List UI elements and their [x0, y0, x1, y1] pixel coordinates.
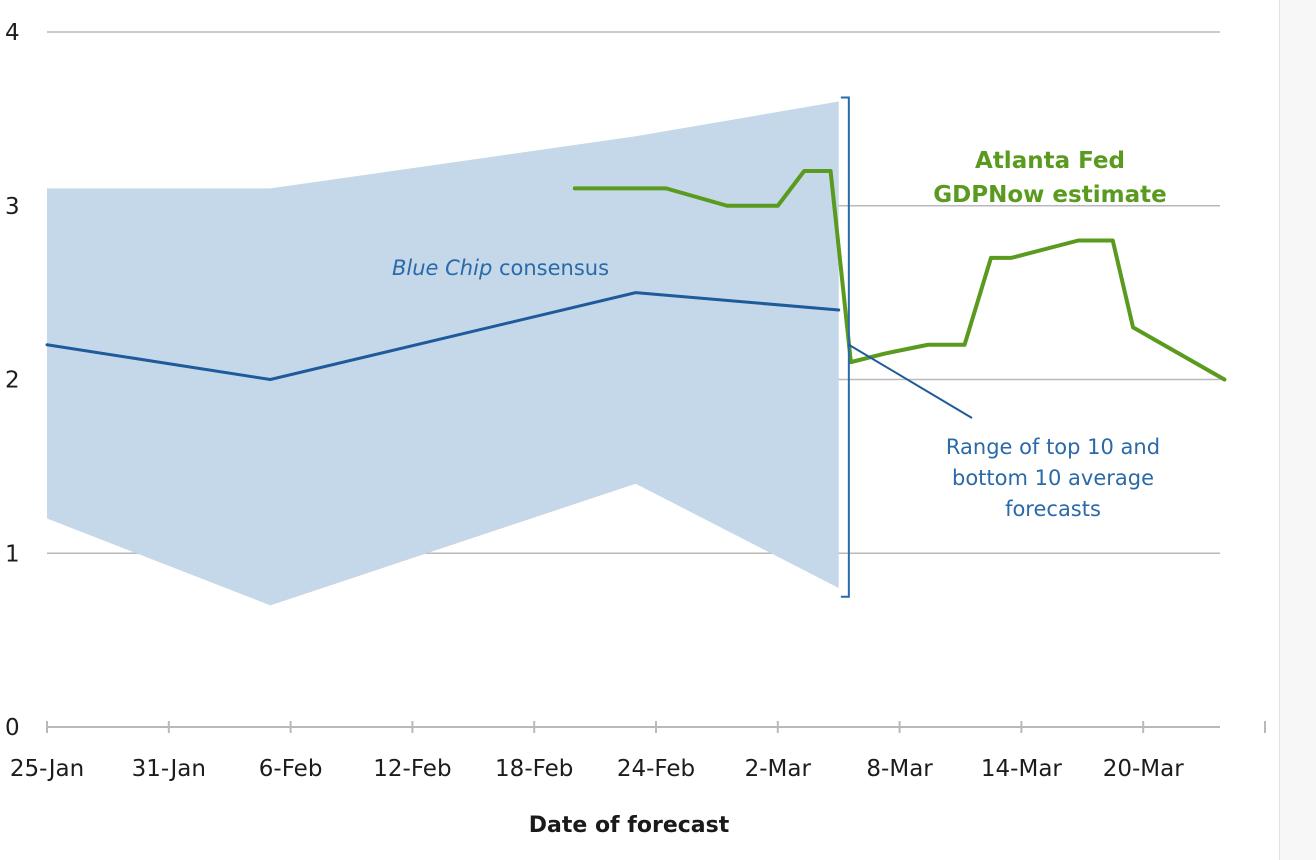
gdpnow-line [572, 169, 1227, 382]
range-label-line2: bottom 10 average [952, 466, 1154, 490]
range-band-area [47, 101, 839, 606]
gdpnow-label-line2: GDPNow estimate [933, 182, 1166, 208]
range-leader-line [848, 343, 973, 419]
x-tick-label-7: 8-Mar [866, 756, 933, 782]
x-tick-label-3: 12-Feb [373, 756, 451, 782]
x-axis-tick-labels: 25-Jan 31-Jan 6-Feb 12-Feb 18-Feb 24-Feb 2-Mar… [10, 756, 1184, 782]
y-tick-label-3: 3 [5, 194, 20, 220]
range-label-line1: Range of top 10 and [946, 435, 1160, 459]
y-axis-tick-labels: 0 1 2 3 4 [5, 20, 20, 741]
y-tick-label-1: 1 [5, 541, 20, 567]
x-tick-label-6: 2-Mar [745, 756, 812, 782]
x-tick-label-2: 6-Feb [259, 756, 323, 782]
range-bracket [840, 96, 850, 598]
range-label-line3: forecasts [1005, 497, 1101, 521]
x-axis [46, 721, 1266, 733]
forecast-range-band [47, 101, 839, 606]
consensus-label: Blue Chip consensus [392, 256, 609, 280]
x-tick-label-1: 31-Jan [132, 756, 206, 782]
consensus-line [45, 291, 841, 381]
consensus-label-rest: consensus [492, 256, 609, 280]
y-tick-label-2: 2 [5, 368, 20, 394]
x-tick-label-8: 14-Mar [981, 756, 1063, 782]
annotations: Blue Chip consensus Atlanta Fed GDPNow e… [392, 96, 1167, 598]
series-lines [45, 169, 1227, 382]
consensus-label-italic: Blue Chip [392, 256, 492, 280]
x-tick-label-5: 24-Feb [617, 756, 695, 782]
x-tick-label-9: 20-Mar [1103, 756, 1185, 782]
x-axis-title: Date of forecast [529, 813, 730, 838]
y-tick-label-0: 0 [5, 715, 20, 741]
x-tick-label-0: 25-Jan [10, 756, 84, 782]
y-tick-label-4: 4 [5, 20, 20, 46]
gdpnow-label-line1: Atlanta Fed [975, 148, 1125, 174]
window-edge [1279, 0, 1316, 860]
x-tick-label-4: 18-Feb [495, 756, 573, 782]
